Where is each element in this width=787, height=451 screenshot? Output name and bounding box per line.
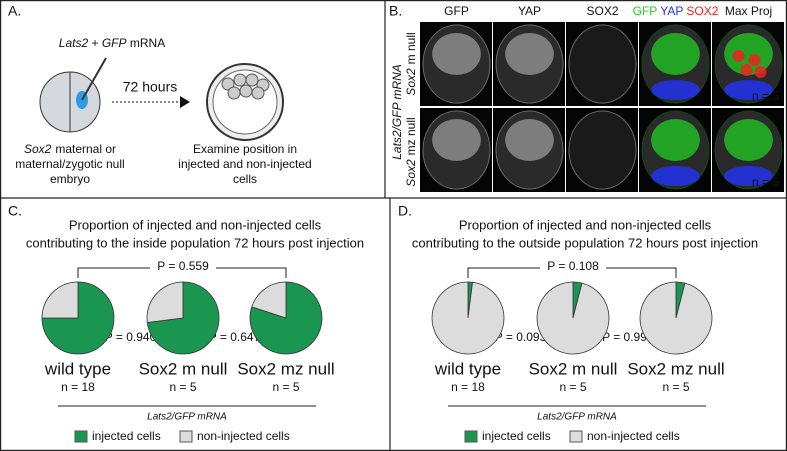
legend-swatch [74,430,88,443]
row-label: Sox2mz null [404,117,418,186]
column-header: Max Proj [725,4,772,18]
chart-title: Proportion of injected and non-injected … [69,217,322,232]
merge-channel: GFP [633,4,658,18]
two-cell-embryo [39,57,107,133]
category-label: Sox2 mz null [627,359,724,378]
cells [432,119,481,161]
cells [651,33,700,75]
x-axis-label: Lats2/GFP mRNA [537,412,617,423]
p-value: -P = 0.940- [101,330,160,344]
legend-swatch [464,430,478,443]
n-label: n = 5 [559,380,586,394]
cells [724,80,773,100]
cells [724,166,773,186]
blastocyst [206,63,284,141]
category-label: wild type [44,359,111,378]
bracket-gap [150,262,216,274]
pie-slice [639,281,713,355]
embryo-label: Sox2 maternal or [24,142,116,156]
pie-slice [431,281,505,355]
cells [651,80,700,100]
n-label: n = 5 [272,380,299,394]
legend-label: non-injected cells [587,429,680,443]
chart-title: contributing to the inside population 72… [26,235,364,250]
pie-slice [146,281,184,323]
x-axis-label: Lats2/GFP mRNA [147,412,227,423]
embryo-image [568,24,637,104]
category-label: Sox2 m null [139,359,228,378]
cells [740,64,753,76]
column-header: SOX2 [586,4,618,18]
cells [432,33,481,75]
legend-swatch [179,430,193,443]
pie-slice [41,281,115,355]
category-label: wild type [434,359,501,378]
pie-slice [251,281,287,319]
merge-channel: YAP [660,4,683,18]
n-label: n = 5 [752,175,779,189]
legend-label: injected cells [482,429,551,443]
category-label: Sox2 m null [529,359,618,378]
outcome-label: cells [233,172,257,186]
interval: 72 hours [123,79,177,95]
column-header: GFP YAP SOX2 [633,4,719,18]
legend-label: non-injected cells [197,429,290,443]
cells [505,119,554,161]
bracket-gap [540,262,606,274]
n-label: n = 5 [752,89,779,103]
n-label: n = 5 [662,380,689,394]
arrow-head [180,96,190,108]
outcome-label: injected and non-injected [178,157,311,171]
micrographs [420,22,784,192]
cells [651,119,700,161]
embryo-image [568,110,637,190]
chart-title: contributing to the outside population 7… [412,235,758,250]
n-label: n = 5 [169,380,196,394]
p-value: -P = 0.99- [598,330,651,344]
cells [724,33,773,75]
row-label: Sox2m null [404,32,418,95]
cells [732,50,745,62]
cells [754,66,767,78]
embryo-label: maternal/zygotic null [15,157,124,171]
cells [505,33,554,75]
cells [724,119,773,161]
n-label: n = 18 [61,380,95,394]
p-value: -P = 0.093- [491,330,550,344]
construct-label: Lats2/GFP mRNA [390,64,404,160]
panel-label: C. [8,203,22,219]
panel-label: B. [389,3,402,19]
pie-slice [536,281,610,355]
legend-label: injected cells [92,429,161,443]
category-label: Sox2 mz null [237,359,334,378]
panel-label: A. [8,3,21,19]
merge-channel: SOX2 [686,4,718,18]
p-value: P = 0.559 [157,259,209,273]
p-value: -P = 0.647- [205,330,264,344]
chart-title: Proportion of injected and non-injected … [459,217,712,232]
column-header: GFP [444,4,469,18]
column-header: YAP [518,4,541,18]
pie-slice [41,281,79,319]
panel-label: D. [398,203,412,219]
injection-label: Lats2 + GFP mRNA [59,36,165,50]
legend-swatch [569,430,583,443]
cells [651,166,700,186]
n-label: n = 18 [451,380,485,394]
p-value: P = 0.108 [547,259,599,273]
embryo-label: embryo [50,172,90,186]
cells [748,54,761,66]
outcome-label: Examine position in [193,142,297,156]
